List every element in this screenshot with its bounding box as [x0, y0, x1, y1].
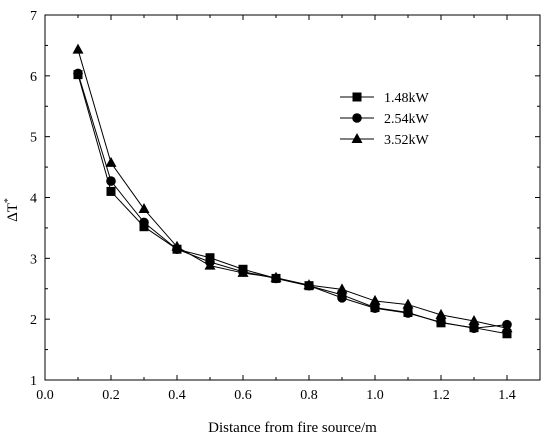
data-point-triangle — [105, 156, 117, 167]
data-point-circle — [436, 317, 446, 328]
y-tick-label: 3 — [30, 252, 37, 267]
series-line — [77, 49, 508, 329]
data-point-square — [502, 329, 512, 339]
x-tick-label: 1.2 — [432, 388, 450, 403]
y-tick-label: 7 — [30, 9, 37, 24]
x-tick-label: 0.4 — [168, 388, 186, 403]
data-point-triangle — [270, 271, 282, 282]
data-point-triangle — [468, 314, 480, 325]
x-axis-title: Distance from fire source/m — [208, 420, 377, 436]
data-point-triangle — [237, 266, 249, 277]
series-line — [77, 73, 508, 329]
data-point-triangle — [501, 322, 513, 333]
y-tick-label: 6 — [30, 70, 37, 85]
data-point-circle — [106, 176, 116, 186]
legend-marker-square — [352, 92, 362, 102]
y-tick-label: 5 — [30, 131, 37, 146]
y-axis-title-superscript: * — [3, 198, 14, 203]
data-point-triangle — [303, 279, 315, 290]
y-tick-label: 1 — [30, 374, 37, 389]
x-tick-label: 0.2 — [102, 388, 120, 403]
y-axis: 1 2 3 4 5 6 7 — [30, 9, 540, 389]
series-3.52kW — [72, 43, 513, 333]
plot-frame — [44, 14, 541, 381]
data-point-circle — [469, 323, 479, 334]
data-point-circle — [139, 217, 149, 228]
legend-label: 1.48kW — [384, 91, 430, 106]
x-tick-label: 0.6 — [234, 388, 252, 403]
legend-marker-circle — [352, 113, 362, 123]
data-point-circle — [370, 303, 380, 314]
y-tick-label: 4 — [30, 192, 37, 207]
data-point-triangle — [204, 259, 216, 270]
x-tick-label: 0.0 — [36, 388, 54, 403]
data-point-square — [106, 186, 116, 196]
x-axis: 0.0 0.2 0.4 0.6 0.8 1.0 1.2 1.4 — [36, 15, 541, 403]
data-point-triangle — [72, 43, 84, 54]
legend-label: 2.54kW — [384, 112, 430, 127]
legend-marker-triangle — [351, 133, 363, 143]
y-axis-title: ΔT* — [3, 198, 21, 222]
data-point-circle — [73, 68, 83, 79]
data-point-triangle — [336, 283, 348, 294]
data-point-circle — [337, 293, 347, 303]
data-point-triangle — [435, 308, 447, 319]
series-2.54kW — [73, 68, 512, 334]
data-point-triangle — [171, 240, 183, 251]
data-point-triangle — [138, 203, 150, 214]
x-tick-label: 1.0 — [366, 388, 384, 403]
y-tick-label: 2 — [30, 313, 37, 328]
series-line — [77, 74, 508, 335]
legend-label: 3.52kW — [384, 133, 430, 148]
x-tick-label: 0.8 — [300, 388, 318, 403]
y-axis-title-text: ΔT — [5, 203, 21, 222]
series-layer — [72, 43, 513, 339]
data-point-circle — [403, 308, 413, 318]
legend: 1.48kW 2.54kW 3.52kW — [340, 91, 430, 148]
x-tick-label: 1.4 — [498, 388, 516, 403]
data-point-triangle — [402, 298, 414, 309]
data-point-triangle — [369, 294, 381, 305]
series-1.48kW — [73, 70, 512, 339]
